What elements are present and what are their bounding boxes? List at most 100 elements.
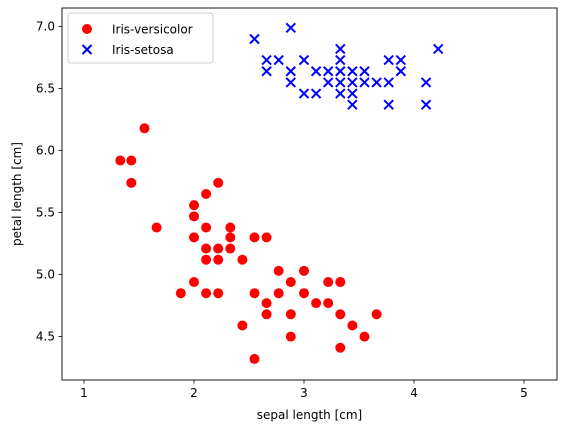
- setosa-point: [383, 99, 394, 110]
- setosa-point: [395, 66, 407, 77]
- versicolor-point: [126, 155, 137, 166]
- versicolor-point: [201, 254, 212, 265]
- versicolor-point: [126, 177, 137, 188]
- versicolor-point: [335, 342, 346, 353]
- y-axis-ticks: 4.5 5.0 5.5 6.0 6.5 7.0: [36, 20, 62, 344]
- versicolor-point: [323, 277, 334, 288]
- setosa-point: [285, 66, 297, 77]
- versicolor-point: [261, 232, 272, 243]
- setosa-point: [395, 54, 407, 66]
- versicolor-point: [201, 189, 212, 199]
- versicolor-point: [299, 265, 309, 276]
- versicolor-point: [347, 320, 358, 331]
- setosa-point: [347, 77, 358, 88]
- legend-box: [67, 12, 214, 64]
- versicolor-point: [335, 309, 346, 320]
- x-tick-label: 4: [410, 386, 418, 400]
- versicolor-point: [115, 155, 126, 166]
- versicolor-point: [225, 243, 236, 254]
- x-tick-label: 3: [300, 386, 308, 400]
- setosa-point: [347, 66, 358, 77]
- versicolor-point: [225, 232, 236, 243]
- setosa-point: [420, 99, 432, 110]
- versicolor-point: [201, 222, 212, 233]
- setosa-point: [249, 33, 260, 45]
- versicolor-point: [175, 288, 186, 299]
- y-tick-label: 6.0: [36, 144, 55, 158]
- versicolor-point: [249, 288, 260, 299]
- versicolor-point: [237, 254, 248, 265]
- versicolor-point: [225, 222, 236, 233]
- setosa-point: [298, 88, 310, 99]
- setosa-point: [335, 66, 346, 77]
- versicolor-point: [213, 243, 224, 254]
- setosa-point: [432, 43, 444, 55]
- versicolor-point: [213, 177, 224, 188]
- setosa-point: [335, 43, 346, 55]
- setosa-point: [335, 88, 346, 99]
- versicolor-point: [201, 243, 212, 254]
- setosa-point: [285, 22, 297, 34]
- setosa-point: [347, 99, 358, 110]
- y-tick-label: 5.0: [36, 268, 55, 282]
- versicolor-point: [273, 288, 284, 299]
- versicolor-point: [213, 254, 224, 265]
- plot-background: [62, 8, 557, 380]
- y-tick-label: 4.5: [36, 330, 55, 344]
- versicolor-point: [323, 298, 334, 309]
- setosa-point: [261, 54, 272, 66]
- versicolor-point: [249, 232, 260, 243]
- data-marks: [115, 22, 444, 364]
- x-tick-label: 1: [80, 386, 88, 400]
- x-tick-label: 5: [520, 386, 528, 400]
- setosa-point: [383, 54, 394, 66]
- versicolor-point: [359, 331, 370, 342]
- versicolor-point: [261, 309, 272, 320]
- setosa-point: [420, 77, 432, 88]
- y-tick-label: 5.5: [36, 206, 55, 220]
- versicolor-point: [299, 288, 309, 299]
- setosa-point: [261, 66, 272, 77]
- x-axis-label: sepal length [cm]: [257, 408, 362, 422]
- versicolor-point: [151, 222, 162, 233]
- versicolor-point: [139, 123, 150, 134]
- versicolor-point: [371, 309, 382, 320]
- setosa-point: [383, 77, 394, 88]
- versicolor-point: [285, 309, 296, 320]
- setosa-point: [359, 66, 370, 77]
- versicolor-point: [311, 298, 322, 309]
- versicolor-point: [273, 265, 284, 276]
- x-axis-ticks: 1 2 3 4 5: [80, 380, 528, 400]
- setosa-point: [285, 77, 297, 88]
- versicolor-point: [189, 211, 199, 222]
- setosa-point: [322, 77, 334, 88]
- legend-label-setosa: Iris-setosa: [112, 43, 174, 57]
- setosa-point: [335, 77, 346, 88]
- legend: Iris-versicolor Iris-setosa: [67, 12, 214, 64]
- versicolor-point: [249, 353, 260, 364]
- setosa-point: [371, 77, 382, 88]
- plot-frame: [61, 7, 558, 381]
- setosa-point: [310, 88, 322, 99]
- y-tick-label: 7.0: [36, 20, 55, 34]
- versicolor-point: [285, 277, 296, 288]
- setosa-point: [310, 66, 322, 77]
- setosa-point: [322, 66, 334, 77]
- y-tick-label: 6.5: [36, 82, 55, 96]
- versicolor-point: [335, 277, 346, 288]
- setosa-point: [335, 54, 346, 66]
- setosa-point: [347, 88, 358, 99]
- legend-marker-setosa: [81, 44, 93, 55]
- versicolor-point: [201, 288, 212, 299]
- setosa-point: [359, 77, 370, 88]
- legend-marker-versicolor: [82, 24, 92, 34]
- versicolor-point: [213, 288, 224, 299]
- setosa-point: [298, 54, 310, 66]
- versicolor-point: [189, 200, 199, 211]
- versicolor-point: [285, 331, 296, 342]
- versicolor-point: [237, 320, 248, 331]
- versicolor-point: [261, 298, 272, 309]
- y-axis-label: petal length [cm]: [10, 142, 24, 246]
- legend-label-versicolor: Iris-versicolor: [112, 23, 193, 37]
